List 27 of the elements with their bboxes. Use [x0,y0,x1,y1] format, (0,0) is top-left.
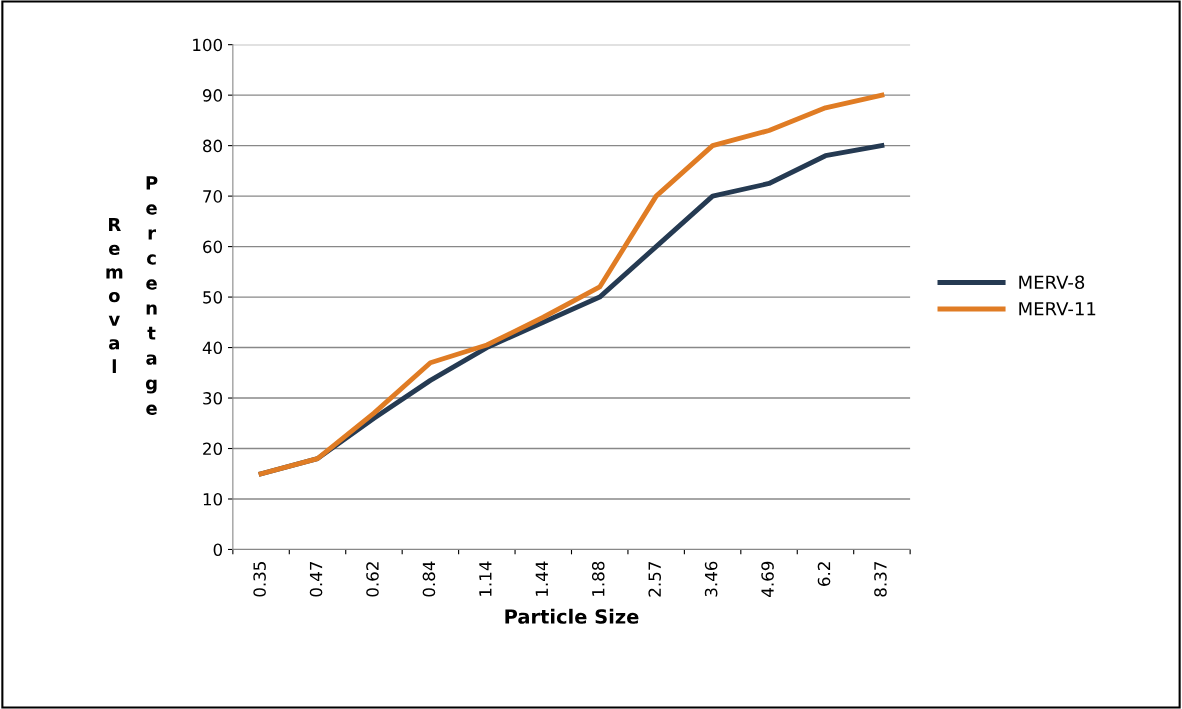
x-tick-label: 3.46 [704,561,718,597]
y-tick-label: 30 [203,391,223,405]
y-tick-label: 100 [193,38,223,52]
x-tick-label: 0.62 [366,562,379,597]
y-tick-label: 60 [203,240,223,254]
x-tick-label: 0.84 [422,561,436,597]
y-tick-label: 40 [202,341,223,355]
legend-label: MERV-8 [1019,275,1085,290]
y-tick-label: 50 [203,291,223,304]
x-tick-label: 0.35 [253,562,266,597]
y-tick-label: 0 [213,543,223,557]
x-tick-label: 1.14 [479,561,492,596]
x-tick-label: 1.88 [591,561,605,596]
y-tick-label: 70 [203,190,223,203]
text: Removal Percentage [106,176,158,415]
x-tick-label: 1.44 [535,561,548,596]
x-tick-label: 4.69 [761,561,774,597]
x-tick-label: 6.2 [817,562,831,586]
y-tick-label: 10 [203,492,223,506]
x-tick-label: 0.47 [309,562,323,597]
x-tick-label: 8.37 [874,562,887,597]
x-axis-title: Particle Size [505,608,639,624]
y-tick-label: 20 [203,442,223,456]
x-tick-label: 2.57 [648,562,661,597]
legend-label: MERV-11 [1019,302,1096,316]
y-tick-label: 80 [203,139,223,153]
y-tick-label: 90 [202,89,223,102]
